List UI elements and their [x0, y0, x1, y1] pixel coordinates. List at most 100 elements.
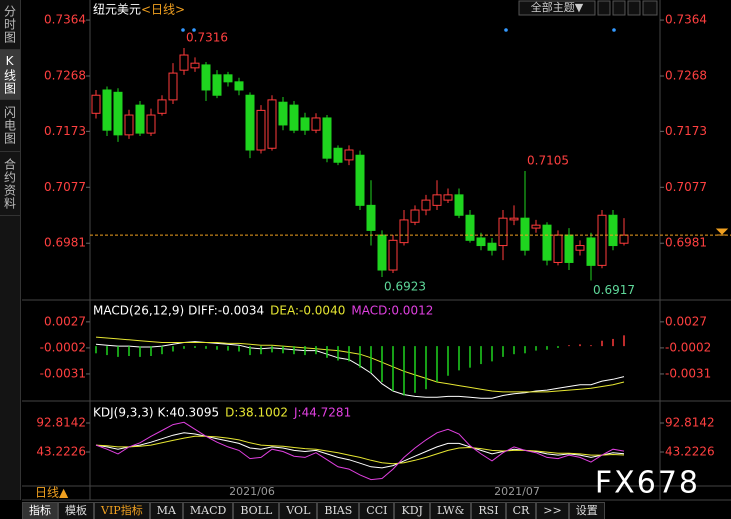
candle-body	[586, 237, 596, 266]
y-tick-label: -0.0002	[665, 340, 711, 354]
side-tab[interactable]: 合约资料	[0, 152, 20, 216]
toolbar-tab[interactable]: 指标	[22, 502, 58, 519]
candle-body	[619, 234, 629, 244]
symbol-name: 纽元美元	[93, 3, 141, 17]
candle-body	[564, 234, 574, 263]
tool-icon[interactable]	[612, 0, 626, 16]
toolbar-tab[interactable]: >>	[536, 502, 569, 519]
candle-body	[509, 217, 519, 221]
date-label: 2021/06	[229, 485, 275, 498]
toolbar-tab[interactable]: VIP指标	[94, 502, 150, 519]
candle-body	[212, 74, 222, 96]
candle-body	[333, 147, 343, 163]
tool-icon[interactable]	[642, 0, 658, 16]
candle-body	[124, 114, 134, 136]
y-tick-label: 0.7364	[665, 13, 707, 27]
candle-body	[575, 245, 585, 251]
candle-body	[410, 209, 420, 223]
toolbar-tab[interactable]: RSI	[471, 502, 506, 519]
candle-body	[179, 54, 189, 71]
y-tick-label: 0.6981	[44, 236, 86, 250]
side-tab[interactable]: K线图	[0, 50, 20, 100]
toolbar-tab[interactable]: MACD	[182, 502, 234, 519]
toolbar-tab[interactable]: CCI	[359, 502, 395, 519]
candle-body	[267, 99, 277, 149]
candle-body	[454, 194, 464, 216]
event-dot	[612, 28, 616, 32]
y-tick-label: 0.7173	[665, 124, 707, 138]
period-label: <日线>	[141, 3, 185, 17]
theme-button-label[interactable]: 全部主题▼	[531, 0, 584, 14]
candle-body	[102, 89, 112, 131]
y-tick-label: 0.0027	[665, 314, 707, 328]
indicator-title: KDJ(9,3,3)	[93, 406, 154, 420]
y-tick-label: 43.2226	[665, 445, 715, 459]
candle-body	[311, 117, 321, 131]
candle-body	[421, 199, 431, 211]
toolbar-tab[interactable]: BOLL	[233, 502, 280, 519]
y-tick-label: 92.8142	[665, 416, 715, 430]
toolbar-tab[interactable]: 设置	[568, 502, 605, 519]
event-dot	[181, 28, 185, 32]
theme-button[interactable]	[518, 0, 596, 16]
indicator-line	[95, 435, 625, 465]
candle-body	[256, 109, 266, 151]
legend-entry: K:40.3095	[158, 406, 220, 420]
candle-body	[322, 117, 332, 159]
candle-body	[597, 214, 607, 266]
indicator-title: MACD(26,12,9)	[93, 304, 184, 318]
toolbar-tab[interactable]: BIAS	[317, 502, 360, 519]
y-tick-label: -0.0031	[665, 366, 711, 380]
y-tick-label: 43.2226	[36, 445, 86, 459]
candle-body	[168, 72, 178, 101]
candle-body	[113, 91, 123, 136]
toolbar-tab[interactable]: LW&	[429, 502, 472, 519]
candle-body	[487, 242, 497, 251]
period-button[interactable]: 日线▲	[35, 486, 69, 500]
side-tab[interactable]: 分时图	[0, 0, 20, 50]
y-tick-label: 0.7268	[665, 69, 707, 83]
candle-body	[234, 81, 244, 91]
legend-entry: DEA:-0.0040	[270, 304, 345, 318]
candle-body	[300, 117, 310, 131]
y-tick-label: 0.6981	[665, 236, 707, 250]
toolbar-tab[interactable]: CR	[505, 502, 537, 519]
candle-body	[520, 217, 530, 251]
candle-body	[146, 114, 156, 134]
candle-body	[91, 94, 101, 114]
price-annotation: 0.7105	[527, 153, 569, 167]
candle-body	[355, 154, 365, 206]
legend-entry: J:44.7281	[293, 406, 351, 420]
candle-body	[377, 234, 387, 271]
y-tick-label: 92.8142	[36, 416, 86, 430]
indicator-line	[95, 432, 625, 469]
price-annotation: 0.7316	[186, 31, 228, 45]
event-dot	[192, 28, 196, 32]
toolbar-tab[interactable]: KDJ	[394, 502, 430, 519]
side-tab[interactable]: 闪电图	[0, 100, 20, 152]
y-tick-label: 0.7077	[44, 180, 86, 194]
candle-body	[531, 224, 541, 229]
y-tick-label: -0.0002	[40, 340, 86, 354]
tool-icon[interactable]	[597, 0, 611, 16]
sidebar: 分时图 K线图 闪电图 合约资料	[0, 0, 21, 500]
candle-body	[553, 234, 563, 263]
candle-body	[135, 104, 145, 134]
toolbar-tab[interactable]: MA	[149, 502, 183, 519]
y-tick-label: 0.0027	[44, 314, 86, 328]
price-annotation: 0.6923	[384, 280, 426, 294]
candle-body	[388, 239, 398, 271]
y-tick-label: 0.7077	[665, 180, 707, 194]
event-dot	[504, 28, 508, 32]
indicator-line	[95, 421, 625, 481]
candle-body	[608, 214, 618, 247]
legend-entry: D:38.1002	[225, 406, 288, 420]
toolbar-tab[interactable]: VOL	[279, 502, 318, 519]
candle-body	[399, 219, 409, 244]
candle-body	[344, 149, 354, 161]
candle-body	[432, 194, 442, 206]
toolbar-tab[interactable]: 模板	[58, 502, 94, 519]
tool-icon[interactable]	[627, 0, 641, 16]
candle-body	[289, 104, 299, 131]
candle-body	[542, 224, 552, 261]
